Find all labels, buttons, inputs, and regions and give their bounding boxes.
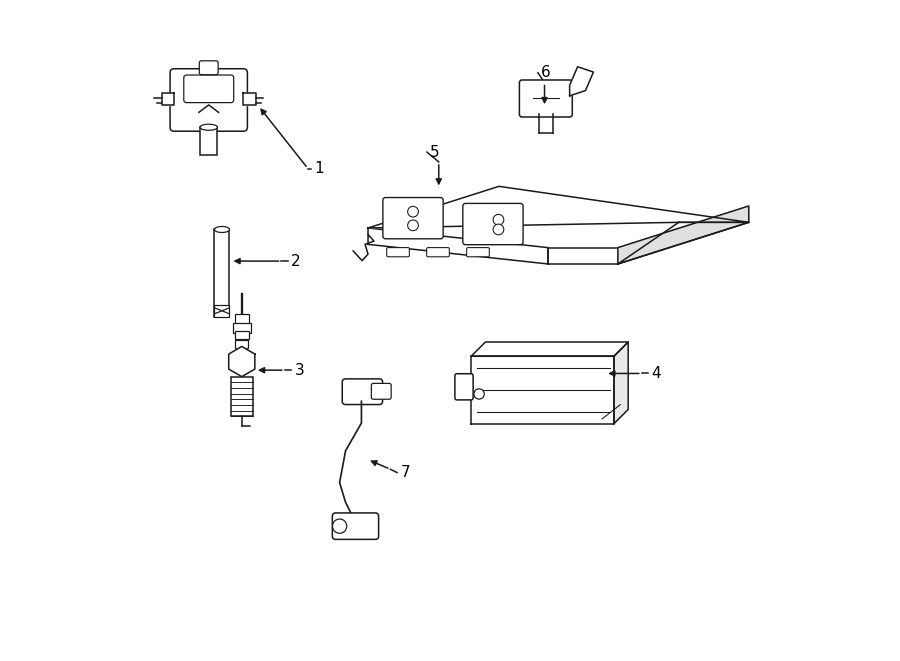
Polygon shape — [548, 248, 618, 264]
Circle shape — [408, 206, 418, 217]
Ellipse shape — [214, 227, 230, 233]
Circle shape — [493, 224, 504, 235]
FancyBboxPatch shape — [467, 248, 490, 256]
FancyBboxPatch shape — [427, 248, 449, 256]
Polygon shape — [618, 206, 749, 264]
FancyBboxPatch shape — [184, 75, 234, 102]
FancyBboxPatch shape — [199, 61, 218, 75]
Polygon shape — [472, 342, 628, 356]
Ellipse shape — [200, 124, 218, 130]
Text: 4: 4 — [652, 366, 662, 381]
Circle shape — [332, 519, 347, 533]
Polygon shape — [243, 93, 256, 105]
FancyBboxPatch shape — [170, 69, 248, 131]
Bar — [230, 377, 253, 416]
Polygon shape — [614, 342, 628, 424]
Bar — [235, 314, 249, 324]
FancyBboxPatch shape — [519, 80, 572, 117]
Bar — [214, 305, 230, 317]
Polygon shape — [570, 67, 593, 96]
FancyBboxPatch shape — [454, 373, 473, 400]
Polygon shape — [229, 346, 255, 377]
Bar — [236, 340, 248, 348]
Circle shape — [474, 389, 484, 399]
Bar — [200, 128, 218, 155]
Bar — [235, 331, 249, 339]
Bar — [236, 349, 248, 355]
Text: 1: 1 — [314, 161, 324, 176]
Text: 3: 3 — [294, 363, 304, 377]
FancyBboxPatch shape — [387, 248, 410, 256]
Text: 7: 7 — [400, 465, 410, 480]
Polygon shape — [162, 93, 174, 105]
FancyBboxPatch shape — [342, 379, 382, 405]
FancyBboxPatch shape — [332, 513, 379, 539]
Bar — [214, 229, 230, 317]
Circle shape — [493, 214, 504, 225]
Text: 6: 6 — [541, 65, 551, 80]
Polygon shape — [472, 356, 614, 424]
Circle shape — [408, 220, 418, 231]
Bar — [233, 323, 250, 332]
FancyBboxPatch shape — [382, 198, 443, 239]
FancyBboxPatch shape — [463, 204, 523, 245]
Text: 2: 2 — [292, 254, 301, 268]
FancyBboxPatch shape — [372, 383, 392, 399]
Polygon shape — [368, 186, 749, 228]
Polygon shape — [618, 222, 749, 264]
Text: 5: 5 — [430, 145, 440, 159]
Polygon shape — [368, 228, 548, 264]
